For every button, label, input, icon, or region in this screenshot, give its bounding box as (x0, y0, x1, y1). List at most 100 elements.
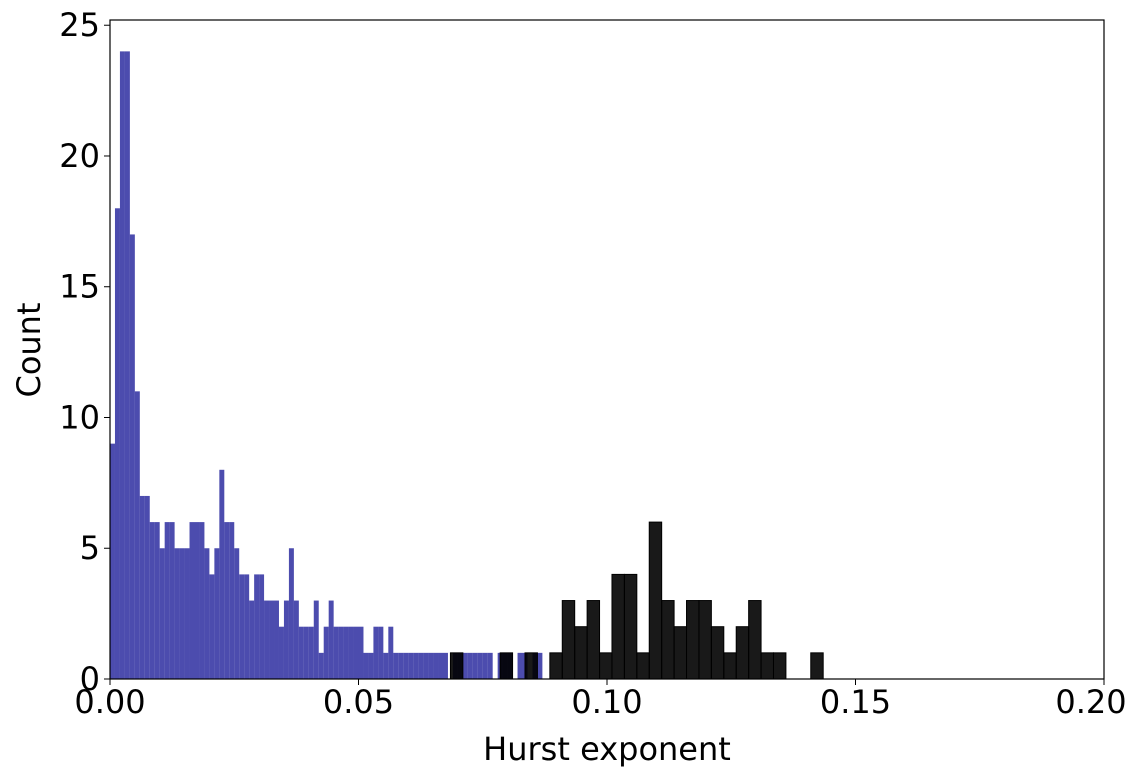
bar (418, 652, 424, 679)
bar (134, 391, 140, 679)
x-tick-label: 0.15 (820, 683, 891, 721)
bar (174, 548, 180, 679)
y-tick-label: 0 (80, 660, 100, 698)
bar (462, 652, 468, 679)
bar (199, 522, 205, 679)
bar (219, 469, 225, 679)
bar (323, 626, 329, 679)
bar (169, 522, 175, 679)
bar (810, 652, 824, 680)
bar (648, 521, 663, 680)
bar (274, 600, 279, 679)
bar (229, 522, 235, 679)
bar (189, 522, 195, 679)
bar (184, 548, 190, 679)
bar (388, 626, 394, 679)
bar (586, 600, 601, 680)
y-axis-label: Count (10, 302, 48, 397)
bar (477, 652, 483, 679)
bar (288, 548, 294, 679)
bar (710, 626, 725, 680)
bar (368, 652, 374, 679)
bar (278, 626, 284, 679)
x-tick-label: 0.10 (571, 683, 642, 721)
bar (467, 652, 473, 679)
bar (363, 652, 369, 679)
bar (154, 522, 160, 679)
bar (698, 600, 712, 680)
bar (283, 600, 289, 679)
bar (433, 652, 439, 679)
x-tick-label: 0.00 (74, 683, 145, 721)
bar (423, 652, 429, 679)
bar (293, 600, 299, 679)
bar (403, 652, 409, 679)
y-tick-label: 5 (80, 529, 100, 567)
x-axis-label: Hurst exponent (483, 730, 731, 768)
bar (442, 652, 448, 679)
bar (373, 626, 379, 679)
bar (338, 626, 344, 679)
bar (487, 652, 493, 679)
bar (264, 600, 270, 679)
bar (254, 574, 260, 679)
y-tick-label: 20 (59, 137, 100, 175)
x-tick-label: 0.20 (1055, 683, 1126, 721)
y-tick-label: 10 (59, 398, 100, 436)
bar (524, 652, 538, 680)
bar (164, 522, 170, 679)
bar (398, 652, 404, 679)
bar (139, 495, 145, 679)
bar (249, 600, 255, 679)
bar (333, 626, 339, 679)
bar (124, 51, 130, 679)
bar (353, 626, 359, 679)
bar (760, 652, 774, 680)
bar (408, 652, 414, 679)
bar (517, 652, 523, 679)
bar (244, 574, 250, 679)
bar (114, 208, 120, 680)
bar (561, 600, 576, 680)
bar (482, 652, 488, 679)
bar (149, 522, 155, 679)
bar (343, 626, 349, 679)
bar (686, 600, 700, 680)
bar (574, 626, 588, 680)
bar (537, 652, 543, 679)
x-tick-label: 0.05 (323, 683, 394, 721)
bar (179, 548, 185, 679)
bar (499, 652, 514, 680)
bar (298, 626, 304, 679)
bar (214, 548, 220, 679)
bar (159, 548, 165, 679)
y-tick-label: 15 (59, 268, 100, 306)
bar (772, 652, 787, 680)
bar (234, 548, 240, 679)
bar (144, 495, 150, 679)
bar (549, 652, 563, 680)
bar (328, 600, 334, 679)
bar (259, 574, 265, 679)
bar (348, 626, 354, 679)
bar (735, 626, 750, 680)
bar (269, 600, 275, 679)
bar (194, 522, 200, 679)
bar (303, 626, 309, 679)
bar (313, 600, 319, 679)
bar (224, 522, 230, 679)
bar (599, 652, 613, 680)
bar (239, 574, 245, 679)
bar (413, 652, 419, 679)
bar (308, 626, 314, 679)
bar (611, 573, 625, 680)
bar (358, 626, 364, 679)
bar (110, 443, 115, 679)
bar (748, 600, 762, 680)
bar (723, 652, 737, 680)
bar (449, 652, 464, 680)
bar (204, 548, 210, 679)
bar (209, 574, 215, 679)
bar (383, 652, 389, 679)
